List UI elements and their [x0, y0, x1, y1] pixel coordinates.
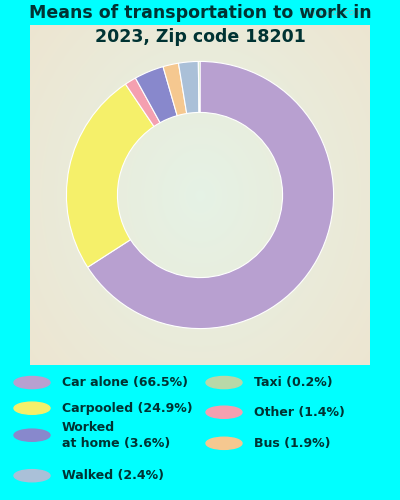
Circle shape: [14, 402, 50, 414]
Wedge shape: [88, 62, 334, 328]
Text: Taxi (0.2%): Taxi (0.2%): [254, 376, 333, 389]
Wedge shape: [126, 78, 160, 126]
Wedge shape: [163, 63, 187, 116]
Text: Other (1.4%): Other (1.4%): [254, 406, 345, 419]
Circle shape: [206, 376, 242, 388]
Circle shape: [206, 406, 242, 418]
Circle shape: [14, 470, 50, 482]
Text: Walked (2.4%): Walked (2.4%): [62, 469, 164, 482]
Wedge shape: [136, 66, 177, 122]
Wedge shape: [66, 84, 154, 267]
Circle shape: [206, 437, 242, 450]
Wedge shape: [178, 62, 199, 114]
Text: City-Data.com: City-Data.com: [299, 8, 363, 17]
Text: Means of transportation to work in
2023, Zip code 18201: Means of transportation to work in 2023,…: [29, 4, 371, 46]
Text: Bus (1.9%): Bus (1.9%): [254, 437, 330, 450]
Text: Worked
at home (3.6%): Worked at home (3.6%): [62, 420, 170, 450]
Text: Carpooled (24.9%): Carpooled (24.9%): [62, 402, 193, 414]
Text: Car alone (66.5%): Car alone (66.5%): [62, 376, 188, 389]
Wedge shape: [198, 62, 200, 112]
Circle shape: [14, 429, 50, 442]
Circle shape: [14, 376, 50, 388]
